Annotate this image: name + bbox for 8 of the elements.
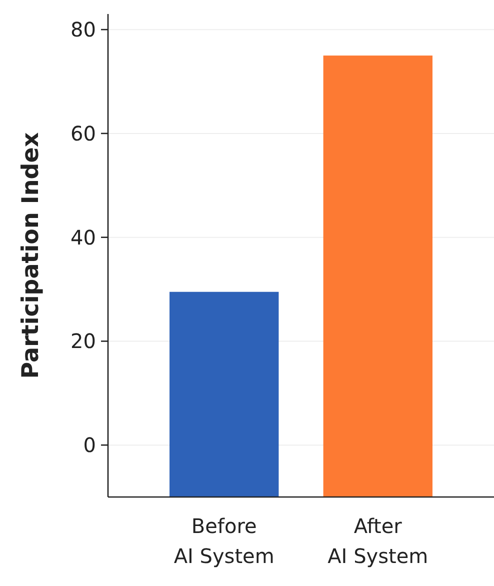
y-tick-label: 80 — [70, 18, 96, 42]
y-tick-label: 20 — [70, 329, 96, 354]
y-tick-label: 0 — [83, 433, 96, 458]
y-tick-label: 60 — [70, 121, 96, 146]
y-axis-title: Participation Index — [18, 132, 44, 379]
x-tick-label: Before AI System — [174, 514, 274, 568]
y-tick-label: 40 — [70, 225, 96, 250]
x-tick-label: After AI System — [328, 514, 428, 568]
